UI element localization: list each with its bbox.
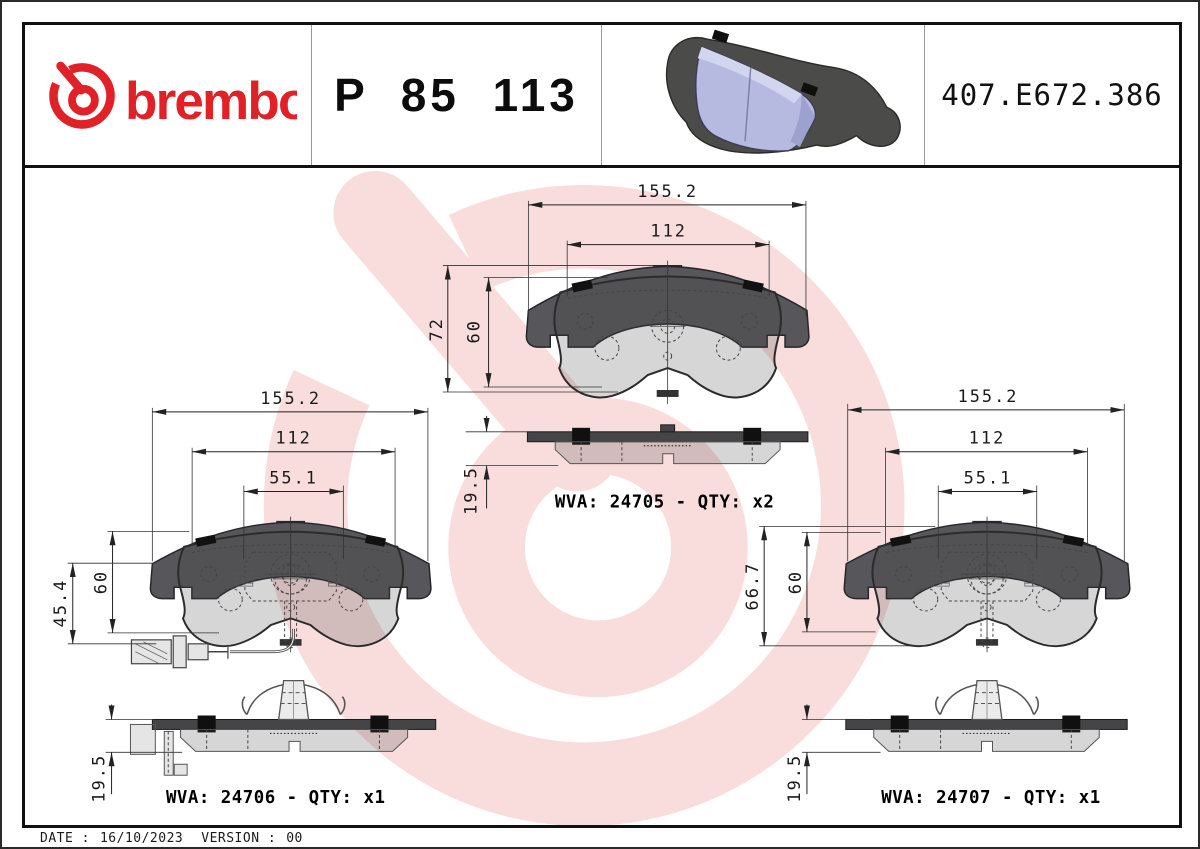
brembo-logo: brembo (25, 25, 312, 165)
dim-pad-width: 112 (191, 428, 396, 546)
svg-text:72: 72 (426, 317, 446, 341)
svg-text:112: 112 (275, 428, 312, 448)
dim-thickness: 19.5 (784, 704, 881, 803)
dim-center-width: 55.1 (937, 468, 1038, 560)
svg-text:19.5: 19.5 (784, 754, 804, 803)
pad-groove-line (744, 67, 752, 142)
sensor-pin-side (129, 723, 188, 776)
dim-thickness: 19.5 (461, 415, 559, 515)
dim-pad-height: 60 (464, 277, 608, 388)
version-label: VERSION : (201, 831, 277, 846)
svg-text:60: 60 (464, 319, 484, 343)
drawing-pad-24705: 155.2 112 72 60 (426, 181, 810, 515)
svg-text:112: 112 (969, 428, 1006, 448)
svg-text:112: 112 (650, 221, 687, 241)
spring-clip (934, 679, 1039, 721)
sheet-frame: brembo P 85 113 407.E672.386 (22, 22, 1182, 828)
wva-line-24707: WVA: 24707 - QTY: x1 (881, 788, 1100, 808)
dim-center-width: 55.1 (243, 468, 344, 560)
dim-pad-width: 112 (566, 221, 770, 297)
part-number: P 85 113 (334, 69, 579, 121)
clip-nub-right (800, 82, 819, 97)
brembo-mark-icon (49, 61, 115, 129)
clip-nub-left (711, 29, 730, 44)
dim-overall-width: 155.2 (847, 386, 1125, 562)
pad-chamfer-face (790, 94, 815, 147)
dim-pad-height: 60 (91, 530, 219, 634)
footer-dateline: DATE : 16/10/2023 VERSION : 00 (40, 831, 303, 846)
dim-overall-height: 66.7 (742, 525, 936, 647)
dim-sensor-height: 45.4 (50, 562, 157, 645)
svg-text:60: 60 (785, 570, 805, 594)
brand-wordmark: brembo (125, 72, 297, 131)
technical-drawing-sheet: 155.2 112 72 60 (50, 168, 1131, 825)
svg-text:55.1: 55.1 (269, 468, 318, 488)
svg-text:60: 60 (91, 570, 111, 594)
dim-overall-height: 72 (426, 265, 654, 393)
svg-text:19.5: 19.5 (89, 754, 109, 803)
version-value: 00 (286, 831, 303, 846)
drawing-area: 155.2 112 72 60 (25, 168, 1179, 825)
product-image-cell (602, 25, 925, 165)
svg-text:155.2: 155.2 (260, 388, 321, 408)
brake-pad-3d-image (665, 29, 901, 154)
reference-cell: 407.E672.386 (925, 25, 1179, 165)
dim-overall-width: 155.2 (151, 388, 429, 562)
drawing-pad-24706: 155.2 112 55.1 60 (50, 388, 437, 808)
part-number-cell: P 85 113 (312, 25, 602, 165)
date-label: DATE : (40, 831, 90, 846)
svg-text:19.5: 19.5 (461, 466, 481, 515)
wva-line-24706: WVA: 24706 - QTY: x1 (166, 788, 385, 808)
svg-text:66.7: 66.7 (742, 562, 762, 611)
dim-overall-width: 155.2 (527, 181, 807, 317)
side-top-tab (660, 424, 676, 433)
svg-text:155.2: 155.2 (958, 386, 1019, 406)
brembo-logo-svg: brembo (49, 61, 297, 131)
drawing-pad-24707: 155.2 112 55.1 66.7 (742, 386, 1131, 808)
title-block: brembo P 85 113 407.E672.386 (25, 25, 1179, 168)
dim-pad-width: 112 (885, 428, 1088, 546)
svg-text:45.4: 45.4 (50, 579, 70, 628)
wva-line-24705: WVA: 24705 - QTY: x2 (555, 492, 774, 512)
svg-text:55.1: 55.1 (964, 468, 1013, 488)
date-value: 16/10/2023 (99, 831, 184, 846)
wear-sensor (130, 628, 295, 669)
reference-number: 407.E672.386 (941, 78, 1163, 112)
dim-pad-height: 60 (785, 531, 881, 633)
svg-text:155.2: 155.2 (637, 181, 698, 201)
dim-thickness: 19.5 (89, 704, 183, 803)
